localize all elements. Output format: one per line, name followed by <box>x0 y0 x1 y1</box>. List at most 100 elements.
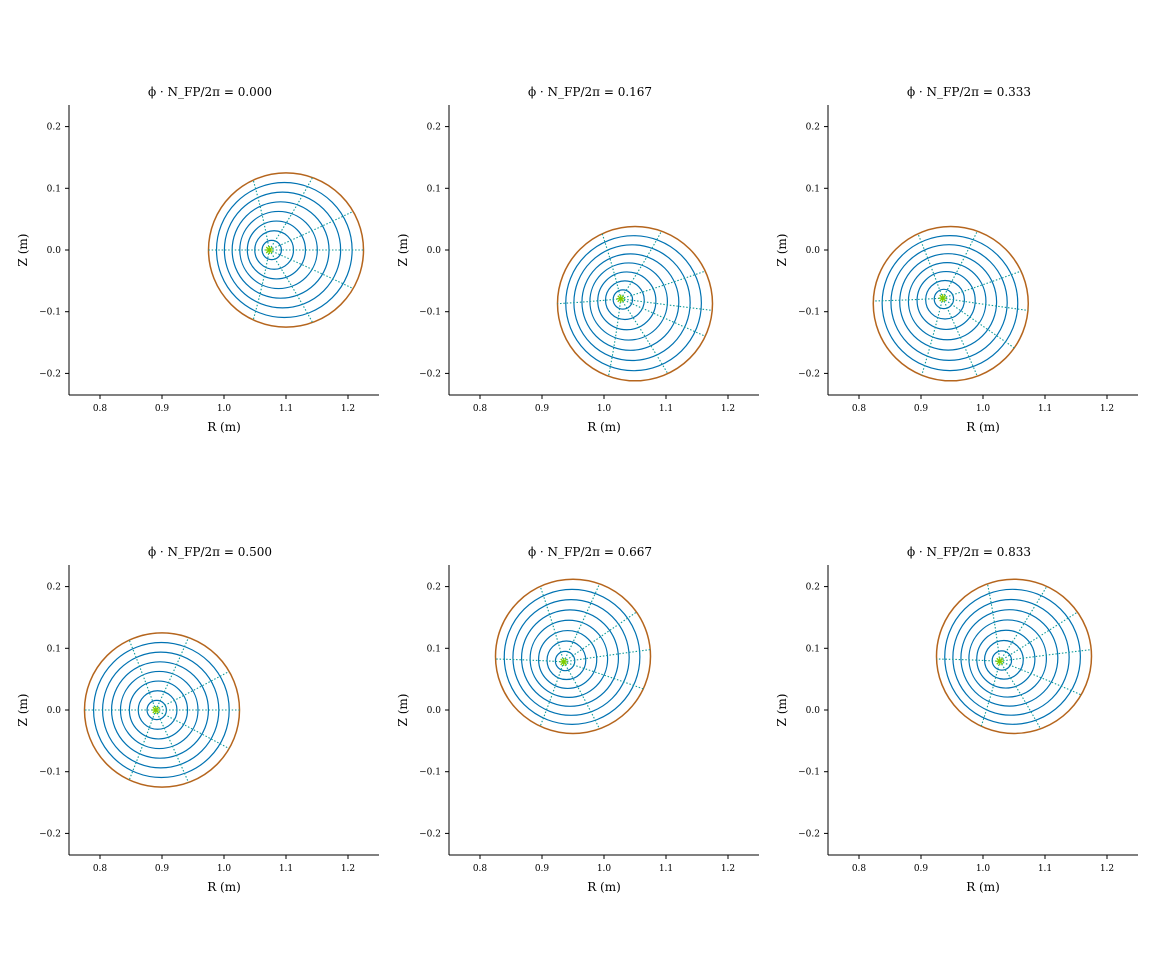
x-tick-label: 1.0 <box>217 864 232 874</box>
axis-marker-stroke <box>560 658 568 666</box>
y-tick-label: −0.1 <box>798 308 820 318</box>
theta-line-1 <box>155 670 230 711</box>
y-tick-label: −0.2 <box>798 829 820 839</box>
x-tick-label: 1.1 <box>279 404 293 414</box>
flux-surface <box>933 288 955 310</box>
y-tick-label: 0.2 <box>427 123 441 133</box>
flux-surface <box>512 599 630 716</box>
subplot-title: ϕ · N_FP/2π = 0.000 <box>148 85 272 99</box>
y-tick-label: −0.1 <box>39 768 61 778</box>
x-tick-label: 1.0 <box>976 864 991 874</box>
boundary-surface <box>494 578 652 735</box>
x-tick-label: 1.0 <box>976 404 991 414</box>
theta-line-3 <box>539 586 565 663</box>
x-tick-label: 0.8 <box>473 404 488 414</box>
theta-line-6 <box>155 709 190 783</box>
theta-line-0 <box>942 297 1029 311</box>
flux-surface <box>520 609 620 707</box>
theta-line-6 <box>999 660 1041 730</box>
theta-line-2 <box>999 586 1048 662</box>
theta-line-0 <box>620 298 713 311</box>
y-tick-label: 0.1 <box>806 644 820 654</box>
theta-line-5 <box>252 249 270 321</box>
x-axis-label: R (m) <box>207 420 241 434</box>
x-tick-label: 0.9 <box>155 404 170 414</box>
y-tick-label: −0.1 <box>798 768 820 778</box>
y-tick-label: −0.2 <box>39 369 61 379</box>
theta-line-3 <box>128 639 157 711</box>
theta-line-5 <box>921 297 944 376</box>
flux-surface <box>604 280 645 321</box>
flux-surface <box>890 244 1008 361</box>
subplot-title: ϕ · N_FP/2π = 0.167 <box>528 85 652 99</box>
theta-line-1 <box>999 611 1078 662</box>
y-axis-label: Z (m) <box>16 234 30 267</box>
theta-line-5 <box>980 661 1001 727</box>
theta-line-3 <box>252 179 270 251</box>
theta-line-7 <box>563 661 644 690</box>
x-tick-label: 1.2 <box>1100 404 1114 414</box>
axis-marker-stroke <box>152 706 160 714</box>
flux-surface <box>899 253 998 351</box>
theta-line-2 <box>942 230 978 299</box>
flux-surface <box>254 230 295 270</box>
y-tick-label: 0.0 <box>427 246 442 256</box>
flux-surface <box>952 598 1070 716</box>
magnetic-axis-marker <box>616 294 625 303</box>
x-tick-label: 1.1 <box>1038 864 1052 874</box>
magnetic-axis-marker <box>151 706 160 714</box>
x-tick-label: 1.2 <box>341 864 355 874</box>
subplot-title: ϕ · N_FP/2π = 0.333 <box>907 85 1031 99</box>
plot-area <box>83 632 241 788</box>
x-tick-label: 1.2 <box>341 404 355 414</box>
theta-line-4 <box>936 658 1000 662</box>
y-tick-label: 0.0 <box>47 706 62 716</box>
subplot-title: ϕ · N_FP/2π = 0.833 <box>907 545 1031 559</box>
subplot-2: 0.8 0.9 1.0 1.1 1.2 −0.2 −0.1 0.0 0.1 0.2 R (m) Z (… <box>775 85 1138 434</box>
x-tick-label: 0.8 <box>852 864 867 874</box>
flux-surface <box>960 609 1059 707</box>
y-tick-label: −0.2 <box>419 829 441 839</box>
flux-surface <box>246 220 307 280</box>
y-tick-label: −0.2 <box>798 369 820 379</box>
flux-surface <box>529 619 609 698</box>
flux-surface <box>538 629 598 690</box>
theta-line-7 <box>942 297 1015 349</box>
y-axis-label: Z (m) <box>396 234 410 267</box>
y-tick-label: 0.2 <box>806 583 820 593</box>
subplot-4: 0.8 0.9 1.0 1.1 1.2 −0.2 −0.1 0.0 0.1 0.2 R (m) Z (… <box>396 545 759 894</box>
plot-area <box>207 172 365 328</box>
theta-line-0 <box>999 649 1092 662</box>
y-tick-label: −0.1 <box>419 308 441 318</box>
x-axis-label: R (m) <box>966 880 1000 894</box>
y-tick-label: −0.2 <box>39 829 61 839</box>
theta-line-5 <box>128 709 157 781</box>
theta-line-4 <box>495 658 564 663</box>
theta-line-6 <box>563 661 601 730</box>
y-tick-label: −0.1 <box>419 768 441 778</box>
theta-line-2 <box>268 177 313 251</box>
theta-line-5 <box>539 661 565 727</box>
theta-line-3 <box>601 233 622 299</box>
x-tick-label: 1.1 <box>1038 404 1052 414</box>
flux-surface <box>546 640 587 681</box>
boundary-surface <box>935 578 1093 735</box>
theta-line-1 <box>942 270 1022 299</box>
flux-surface <box>976 629 1036 689</box>
y-tick-label: 0.2 <box>47 583 61 593</box>
plot-area <box>935 578 1093 735</box>
theta-line-1 <box>620 270 706 300</box>
theta-line-2 <box>155 637 190 711</box>
y-tick-label: −0.2 <box>419 369 441 379</box>
x-tick-label: 1.2 <box>1100 864 1114 874</box>
theta-line-7 <box>620 298 706 337</box>
x-tick-label: 0.8 <box>852 404 867 414</box>
flux-surface <box>983 639 1024 680</box>
theta-line-7 <box>999 660 1082 696</box>
x-tick-label: 1.0 <box>597 404 612 414</box>
y-axis-label: Z (m) <box>775 694 789 727</box>
flux-surface <box>581 253 680 351</box>
x-tick-label: 0.8 <box>93 864 108 874</box>
subplot-0: 0.8 0.9 1.0 1.1 1.2 −0.2 −0.1 0.0 0.1 0.2 R (m) Z (… <box>16 85 379 434</box>
flux-surface <box>503 588 641 725</box>
